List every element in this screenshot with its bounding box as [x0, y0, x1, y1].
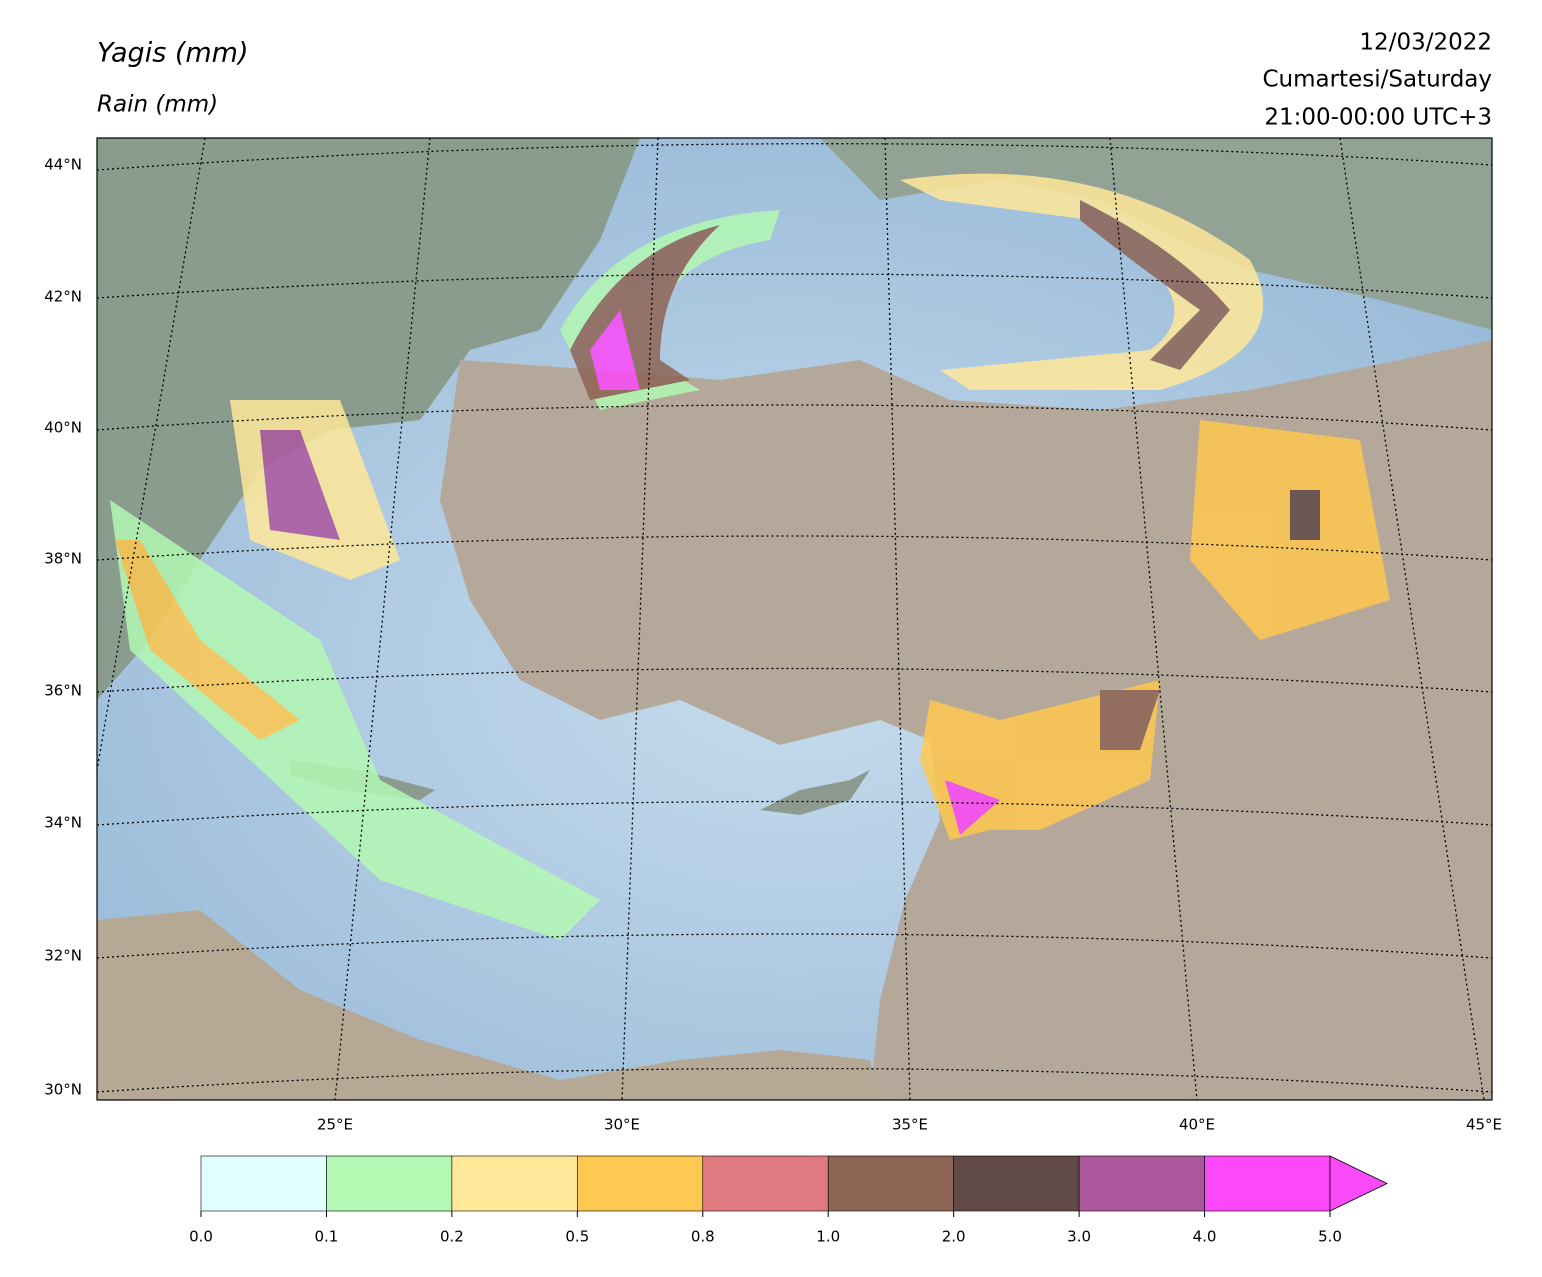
lat-label: 38°N [44, 550, 82, 568]
colorbar-tick-label: 0.2 [440, 1228, 464, 1246]
colorbar-segment [451, 1155, 578, 1212]
graticule [97, 138, 1492, 1100]
day: Cumartesi/Saturday [1262, 67, 1492, 93]
colorbar-tick-label: 1.0 [816, 1228, 840, 1246]
lon-label: 45°E [1466, 1116, 1502, 1134]
lon-label: 40°E [1179, 1116, 1215, 1134]
colorbar-tick-label: 0.0 [189, 1228, 213, 1246]
colorbar-segment [702, 1155, 829, 1212]
lon-label: 35°E [892, 1116, 928, 1134]
lon-label: 30°E [604, 1116, 640, 1134]
colorbar-segment [326, 1155, 453, 1212]
colorbar-segment [200, 1155, 327, 1212]
lat-label: 32°N [44, 947, 82, 965]
map [97, 138, 1492, 1100]
axis-labels: 44°N 42°N 40°N 38°N 36°N 34°N 32°N 30°N 25°E 30°E… [44, 156, 1502, 1134]
colorbar-segment [577, 1155, 704, 1212]
colorbar-tick-label: 2.0 [942, 1228, 966, 1246]
colorbar-tick-label: 3.0 [1067, 1228, 1091, 1246]
colorbar-extend [1329, 1155, 1388, 1212]
colorbar-tick-label: 0.8 [691, 1228, 715, 1246]
colorbar-segment [953, 1155, 1080, 1212]
lat-label: 36°N [44, 682, 82, 700]
colorbar-tick-label: 4.0 [1193, 1228, 1217, 1246]
lon-label: 25°E [317, 1116, 353, 1134]
rain-overlay [110, 173, 1390, 940]
title: Yagis (mm) [97, 38, 249, 69]
lat-label: 40°N [44, 419, 82, 437]
colorbar-tick-label: 0.5 [565, 1228, 589, 1246]
colorbar-tick-label: 0.1 [315, 1228, 339, 1246]
subtitle: Rain (mm) [97, 92, 218, 118]
colorbar-segment [1078, 1155, 1205, 1212]
colorbar-tick-label: 5.0 [1318, 1228, 1342, 1246]
map-frame [96, 137, 1493, 1101]
colorbar: 0.0 0.1 0.2 0.5 0.8 1.0 2.0 3.0 4.0 5.0 [189, 1155, 1388, 1246]
time: 21:00-00:00 UTC+3 [1264, 105, 1492, 131]
lat-label: 30°N [44, 1081, 82, 1099]
lat-label: 44°N [44, 156, 82, 174]
date: 12/03/2022 [1359, 30, 1492, 56]
colorbar-segment [1204, 1155, 1331, 1212]
colorbar-segment [827, 1155, 954, 1212]
lat-label: 34°N [44, 814, 82, 832]
lat-label: 42°N [44, 288, 82, 306]
cyprus [760, 770, 870, 815]
africa [97, 910, 880, 1100]
balkans [97, 138, 640, 700]
caucasus [820, 138, 1492, 330]
